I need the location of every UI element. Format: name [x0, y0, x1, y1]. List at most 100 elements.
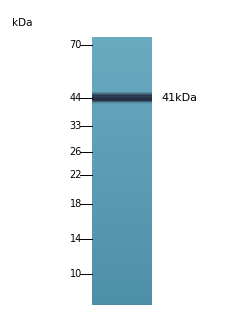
Bar: [92, 43, 152, 44]
Bar: [92, 147, 152, 148]
Bar: [92, 283, 152, 284]
Bar: [92, 173, 152, 174]
Bar: [92, 53, 152, 54]
Bar: [92, 58, 152, 60]
Bar: [92, 252, 152, 253]
Bar: [92, 46, 152, 47]
Bar: [92, 193, 152, 194]
Bar: [92, 162, 152, 163]
Bar: [92, 114, 152, 115]
Bar: [92, 292, 152, 293]
Bar: [92, 189, 152, 191]
Bar: [92, 171, 152, 172]
Bar: [92, 230, 152, 231]
Bar: [92, 114, 152, 116]
Bar: [92, 87, 152, 88]
Bar: [92, 92, 152, 94]
Bar: [92, 183, 152, 184]
Bar: [92, 225, 152, 226]
Bar: [92, 169, 152, 170]
Bar: [92, 84, 152, 86]
Bar: [92, 168, 152, 169]
Bar: [92, 45, 152, 46]
Bar: [92, 207, 152, 208]
Bar: [92, 249, 152, 250]
Bar: [92, 284, 152, 285]
Text: 18: 18: [70, 199, 82, 209]
Text: kDa: kDa: [12, 18, 33, 28]
Bar: [92, 101, 152, 102]
Bar: [92, 235, 152, 236]
Bar: [92, 71, 152, 72]
Bar: [92, 166, 152, 168]
Bar: [92, 150, 152, 151]
Bar: [92, 198, 152, 200]
Bar: [92, 153, 152, 154]
Bar: [92, 272, 152, 273]
Bar: [92, 144, 152, 145]
Bar: [92, 303, 152, 304]
Bar: [92, 143, 152, 144]
Bar: [92, 287, 152, 288]
Bar: [92, 165, 152, 166]
Bar: [92, 304, 152, 305]
Bar: [92, 116, 152, 118]
Bar: [92, 250, 152, 251]
Bar: [92, 74, 152, 76]
Bar: [92, 135, 152, 136]
Bar: [92, 211, 152, 212]
Bar: [92, 47, 152, 48]
Bar: [92, 139, 152, 140]
Bar: [92, 262, 152, 263]
Bar: [92, 81, 152, 83]
Bar: [92, 181, 152, 183]
Bar: [92, 221, 152, 223]
Bar: [92, 164, 152, 165]
Bar: [92, 127, 152, 128]
Bar: [92, 282, 152, 283]
Bar: [92, 222, 152, 224]
Bar: [92, 186, 152, 187]
Bar: [92, 290, 152, 291]
Bar: [92, 38, 152, 39]
Bar: [92, 123, 152, 125]
Bar: [92, 238, 152, 239]
Bar: [92, 204, 152, 205]
Bar: [92, 281, 152, 282]
Bar: [92, 64, 152, 65]
Bar: [92, 82, 152, 84]
Bar: [92, 167, 152, 168]
Bar: [92, 154, 152, 155]
Bar: [92, 278, 152, 279]
Bar: [92, 65, 152, 66]
Bar: [92, 191, 152, 193]
Bar: [92, 49, 152, 51]
Bar: [92, 67, 152, 68]
Bar: [92, 107, 152, 109]
Bar: [92, 69, 152, 70]
Text: 10: 10: [70, 269, 82, 279]
Bar: [92, 165, 152, 167]
Bar: [92, 50, 152, 52]
Bar: [92, 108, 152, 109]
Bar: [92, 242, 152, 243]
Bar: [92, 195, 152, 196]
Bar: [92, 265, 152, 267]
Bar: [92, 301, 152, 302]
Bar: [92, 40, 152, 42]
Bar: [92, 262, 152, 264]
Bar: [92, 209, 152, 210]
Bar: [92, 86, 152, 87]
Bar: [92, 248, 152, 249]
Text: 70: 70: [70, 40, 82, 50]
Bar: [92, 299, 152, 300]
Bar: [92, 296, 152, 298]
Bar: [92, 98, 152, 99]
Bar: [92, 187, 152, 188]
Bar: [92, 293, 152, 294]
Bar: [92, 208, 152, 209]
Bar: [92, 151, 152, 152]
Bar: [92, 126, 152, 128]
Bar: [92, 218, 152, 219]
Bar: [92, 118, 152, 119]
